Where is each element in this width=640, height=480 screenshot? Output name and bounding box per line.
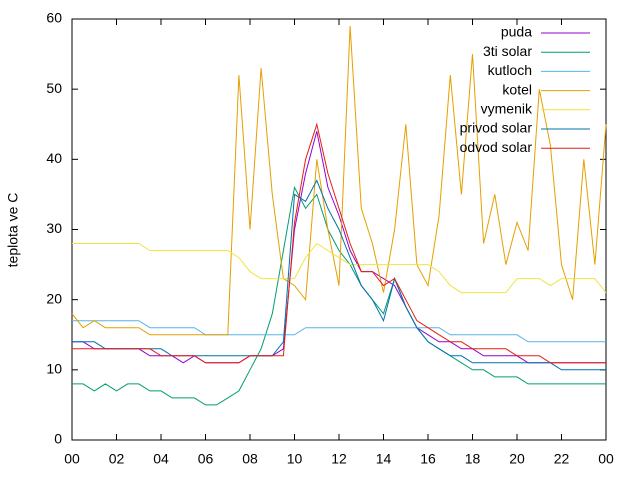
- series-line: [72, 122, 606, 364]
- x-tick-label: 06: [198, 451, 214, 467]
- legend-label: puda: [501, 24, 532, 40]
- legend-label: vymenik: [481, 101, 533, 117]
- y-tick-label: 10: [46, 361, 62, 377]
- x-tick-label: 12: [331, 451, 347, 467]
- x-tick-label: 14: [376, 451, 392, 467]
- x-tick-label: 10: [287, 451, 303, 467]
- x-tick-label: 20: [509, 451, 525, 467]
- x-tick-label: 04: [153, 451, 169, 467]
- x-tick-label: 08: [242, 451, 258, 467]
- series-line: [72, 242, 607, 294]
- legend-label: privod solar: [460, 120, 533, 136]
- x-tick-label: 22: [554, 451, 570, 467]
- legend-label: 3ti solar: [483, 43, 532, 59]
- x-tick-label: 00: [598, 451, 614, 467]
- y-axis-label: teplota ve C: [5, 193, 21, 268]
- x-tick-label: 02: [109, 451, 125, 467]
- x-tick-label: 18: [465, 451, 481, 467]
- y-tick-label: 30: [46, 220, 62, 236]
- y-tick-label: 40: [46, 150, 62, 166]
- legend-label: kutloch: [488, 62, 532, 78]
- x-tick-label: 00: [64, 451, 80, 467]
- series-line: [72, 185, 606, 406]
- series-line: [71, 25, 607, 336]
- series-line: [72, 179, 606, 371]
- y-tick-label: 60: [46, 10, 62, 26]
- series-line: [72, 320, 606, 343]
- legend-label: kotel: [502, 81, 532, 97]
- x-tick-label: 16: [420, 451, 436, 467]
- y-tick-label: 50: [46, 80, 62, 96]
- y-tick-label: 20: [46, 290, 62, 306]
- y-tick-label: 0: [54, 431, 62, 447]
- legend-label: odvod solar: [460, 139, 533, 155]
